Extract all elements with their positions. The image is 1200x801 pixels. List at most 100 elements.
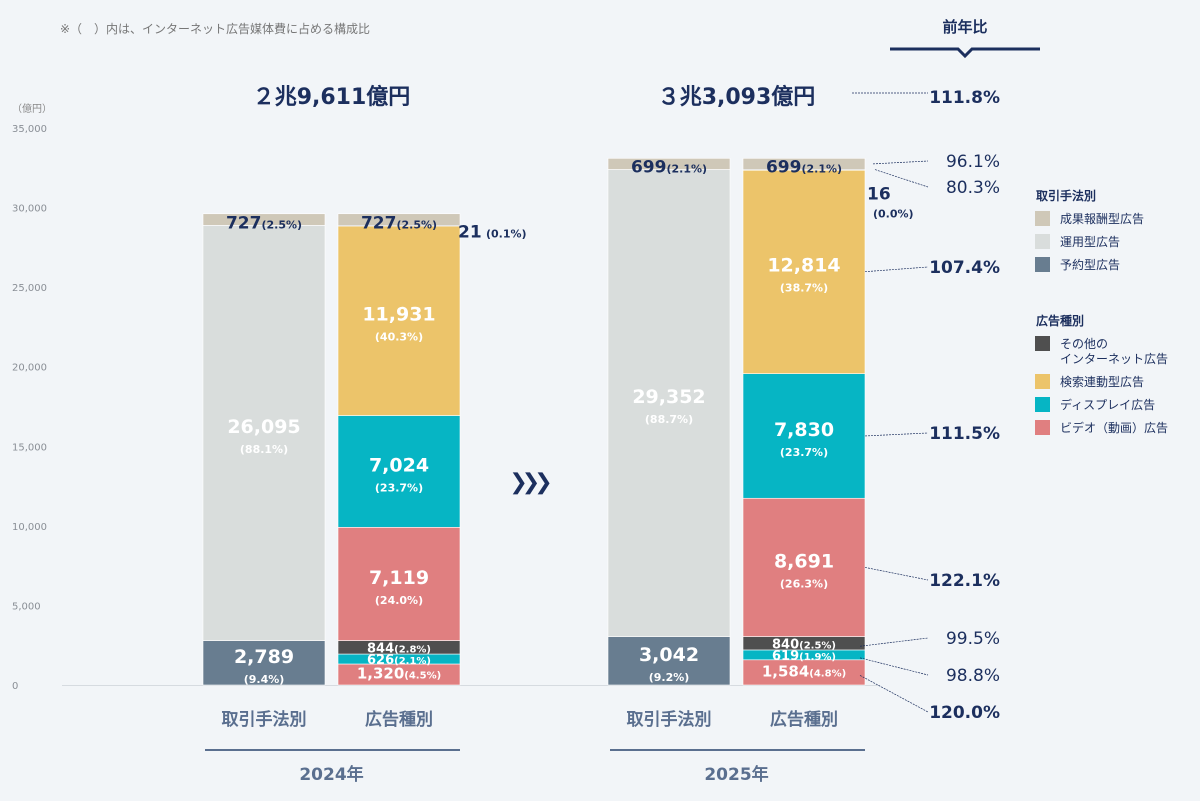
bar-segment-operational [607,169,731,637]
yoy-connector [872,160,929,165]
y-tick-label: 20,000 [12,363,47,374]
y-tick-label: 0 [12,681,18,692]
segment-pct: (9.4%) [244,673,285,686]
bar-category-label: 広告種別 [770,709,838,730]
bar-segment-reserved [202,640,326,686]
yoy-value: 96.1% [946,152,1000,172]
segment-label: 626(2.1%) [367,653,431,668]
bar-segment-video [337,527,461,641]
yoy-value: 98.8% [946,666,1000,686]
yoy-value: 80.3% [946,178,1000,198]
segment-label: 844(2.8%) [367,641,431,656]
segment-label: 11,931 [362,304,435,326]
segment-label: 699(2.1%) [766,157,842,177]
legend-label: インターネット広告 [1060,352,1168,366]
segment-label: 7,830 [774,419,834,441]
yoy-connector [859,657,929,676]
segment-label: 3,042 [639,644,699,666]
legend-swatch-operational [1035,234,1050,249]
yoy-value: 111.5% [929,424,1000,444]
yoy-value: 99.5% [946,629,1000,649]
yoy-connector [864,432,929,437]
yoy-value: 120.0% [929,703,1000,723]
legend-swatch-display [1035,397,1050,412]
segment-label: 699(2.1%) [631,157,707,177]
y-tick-label: 10,000 [12,522,47,533]
y-tick-label: 15,000 [12,442,47,453]
yoy-value: 107.4% [929,258,1000,278]
legend-label: 検索連動型広告 [1060,375,1144,389]
legend-label: ディスプレイ広告 [1060,397,1155,412]
segment-pct: (0.1%) [486,227,527,240]
segment-label: 2,789 [234,646,294,668]
segment-label: 7,024 [369,454,429,476]
bar-segment-performance [742,158,866,170]
segment-pct: (24.0%) [375,594,423,607]
segment-pct: (9.2%) [649,671,690,684]
footnote: ※（ ）内は、インターネット広告媒体費に占める構成比 [60,22,371,36]
y-axis-unit: （億円） [12,104,52,115]
group-total: ２兆9,611億円 [253,84,411,110]
yoy-connector [874,169,929,188]
legend-swatch-reserved [1035,257,1050,272]
bar-segment-video [742,659,866,686]
y-tick-label: 5,000 [12,601,41,612]
legend-title: 広告種別 [1036,313,1084,328]
segment-pct: (88.1%) [240,443,288,456]
legend-swatch-video [1035,420,1050,435]
segment-label: 21 [458,222,482,242]
legend-swatch-other [1035,336,1050,351]
yoy-connector [864,266,929,273]
segment-pct: (23.7%) [780,446,828,459]
total-yoy-value: 111.8% [929,88,1000,108]
segment-pct: (40.3%) [375,331,423,344]
bar-segment-operational [202,225,326,641]
segment-label: 29,352 [632,386,705,408]
bar-segment-reserved [607,636,731,686]
segment-label: 7,119 [369,567,429,589]
segment-label: 727(2.5%) [361,213,437,233]
bar-segment-performance [337,213,461,226]
legend-label: その他の [1060,337,1108,351]
y-tick-label: 35,000 [12,124,47,135]
bar-segment-search [742,169,866,374]
bar-segment-display [742,373,866,499]
group-total: ３兆3,093億円 [658,84,816,110]
legend-label: 予約型広告 [1060,257,1120,272]
legend-label: 成果報酬型広告 [1060,212,1144,226]
segment-label: 619(1.9%) [772,649,836,664]
bar-segment-performance [607,158,731,170]
segment-label: 840(2.5%) [772,637,836,652]
yoy-header-underline [890,47,1040,59]
yoy-connector [859,675,929,713]
segment-label: 16 [867,184,891,204]
bar-segment-performance [202,213,326,226]
arrow-icon: ❯❯❯ [509,470,550,495]
segment-label: 12,814 [767,255,840,277]
legend-swatch-performance [1035,211,1050,226]
legend-label: ビデオ（動画）広告 [1060,420,1168,435]
bar-category-label: 取引手法別 [627,709,712,730]
legend-title: 取引手法別 [1036,188,1096,203]
segment-pct: (26.3%) [780,577,828,590]
yoy-header: 前年比 [942,18,987,36]
bar-segment-video [742,497,866,637]
segment-pct: (23.7%) [375,481,423,494]
segment-pct: (38.7%) [780,282,828,295]
year-label: 2025年 [704,764,768,785]
bar-category-label: 取引手法別 [222,709,307,730]
segment-label: 727(2.5%) [226,213,302,233]
bar-segment-display [337,415,461,528]
legend-label: 運用型広告 [1060,235,1120,249]
bar-segment-search [337,225,461,416]
segment-label: 26,095 [227,416,300,438]
y-tick-label: 25,000 [12,283,47,294]
yoy-value: 122.1% [929,571,1000,591]
yoy-connector [864,567,929,581]
y-tick-label: 30,000 [12,204,47,215]
bar-category-label: 広告種別 [365,709,433,730]
segment-pct: (0.0%) [873,207,914,220]
legend-swatch-search [1035,374,1050,389]
